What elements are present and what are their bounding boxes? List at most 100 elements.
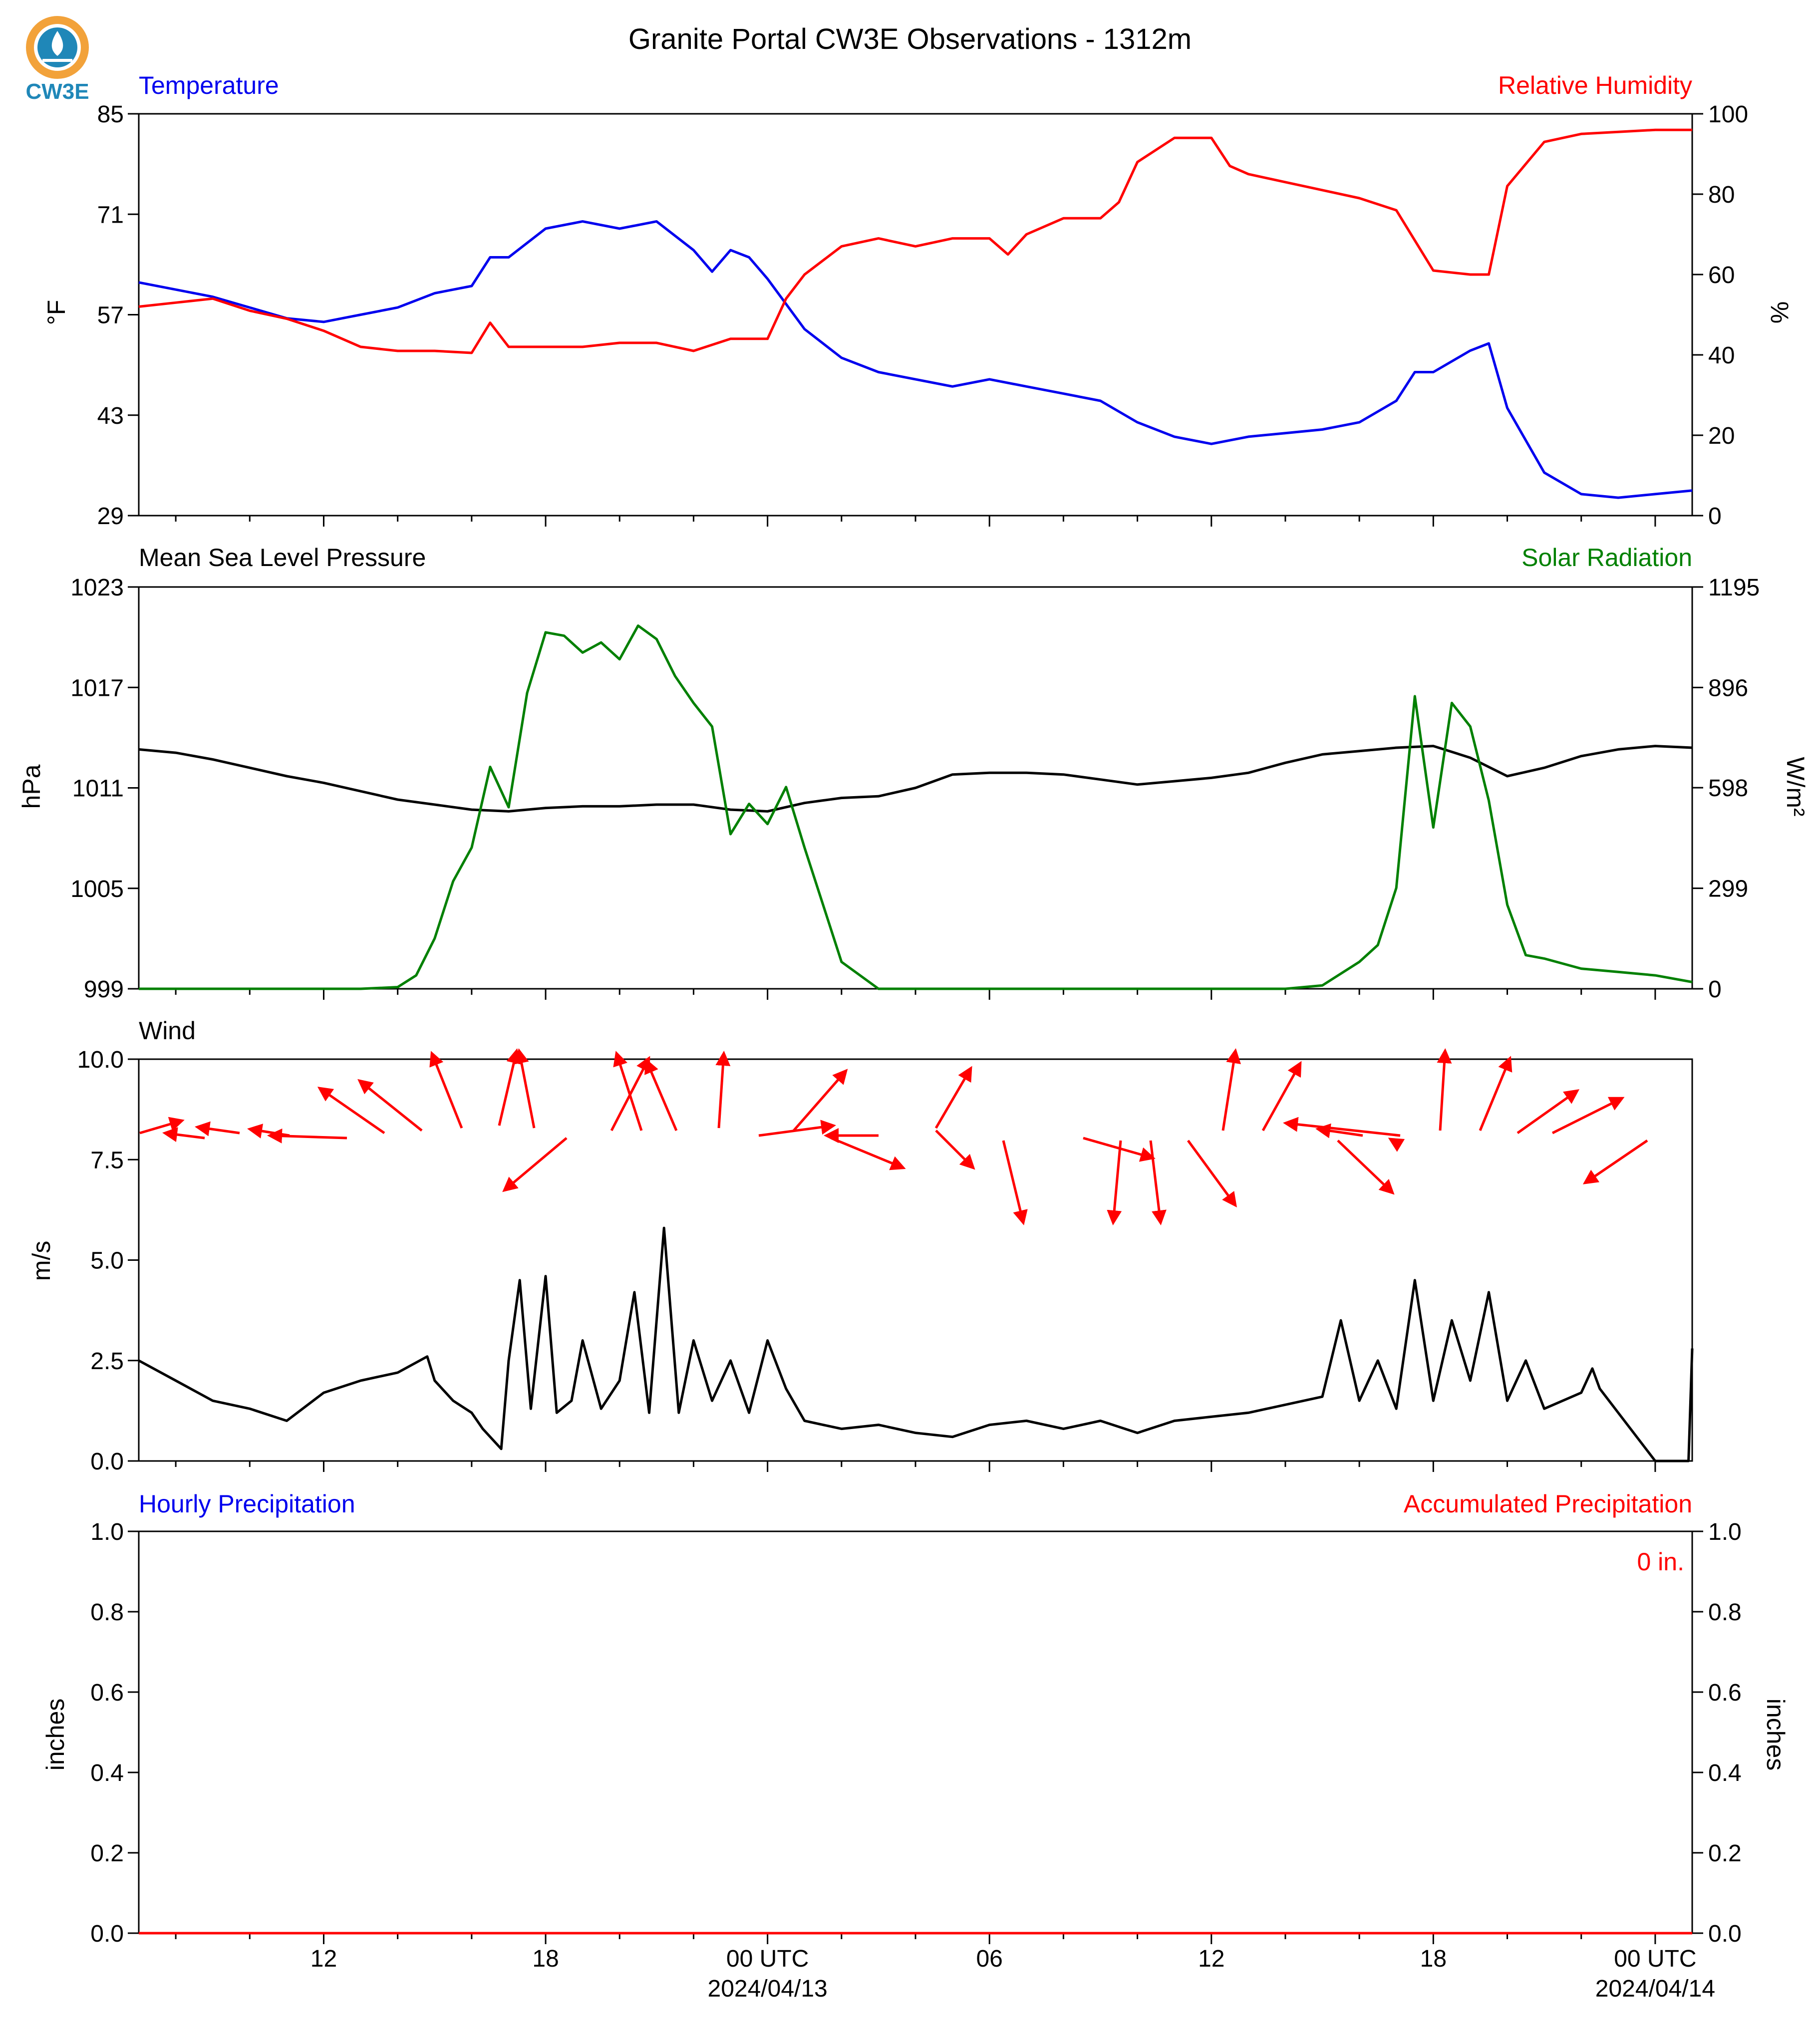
wind-direction-arrow (1337, 1140, 1395, 1195)
wind-title: Wind (139, 1017, 196, 1045)
x-axis-labels: 12 18 00 UTC 2024/04/13 06 12 18 00 UTC 2024/04/… (310, 1946, 1715, 2002)
solar-title: Solar Radiation (1521, 544, 1692, 572)
y-tick-label: 71 (97, 202, 124, 228)
series-line-1-0 (138, 745, 1693, 813)
x-tick-label: 12 (1198, 1946, 1224, 1972)
y-tick-label: 1011 (72, 776, 124, 802)
y2-tick-label: 0.2 (1708, 1840, 1742, 1867)
y2-tick-label: 0.6 (1708, 1680, 1742, 1706)
x-tick-label: 18 (1420, 1946, 1447, 1972)
wind-direction-arrow (758, 1120, 836, 1137)
logo-ring (26, 16, 89, 79)
y2-tick-label: 299 (1708, 876, 1748, 902)
x-tick-label: 00 UTC (1614, 1946, 1696, 1972)
y-tick-label: 0.0 (90, 1449, 124, 1475)
y-tick-label: 10.0 (77, 1047, 124, 1073)
panel-0-plot: 29 43 57 71 85 0 20 40 60 80 100 (97, 101, 1748, 530)
wind-direction-arrow (1479, 1056, 1513, 1131)
wind-direction-arrow (1388, 1138, 1405, 1152)
wind-ylabel: m/s (27, 1241, 55, 1281)
panel-1-plot: 999 1005 1011 1017 1023 0 299 598 896 1195 (70, 575, 1760, 1003)
panel-3-plot: 0.0 0.2 0.4 0.6 0.8 1.0 0.0 0.2 0.4 0.6 0.8 1.0 (90, 1519, 1741, 1947)
series-line-0-0 (138, 220, 1693, 499)
wind-direction-arrow (1437, 1048, 1452, 1131)
wind-direction-arrow (1315, 1123, 1363, 1139)
wind-direction-arrow (498, 1048, 521, 1126)
wind-direction-arrow (831, 1137, 906, 1170)
wind-direction-arrow (1002, 1140, 1028, 1225)
pressure-ylabel: hPa (17, 764, 45, 809)
y-tick-label: 57 (97, 302, 124, 329)
pressure-solar-panel: Mean Sea Level Pressure Solar Radiation … (17, 544, 1810, 1003)
wind-direction-arrow (195, 1121, 240, 1137)
logo-wave (42, 59, 72, 62)
wind-direction-arrow (1582, 1139, 1648, 1184)
y-tick-label: 29 (97, 503, 124, 530)
drop-icon (51, 31, 63, 56)
y2-tick-label: 20 (1708, 423, 1735, 449)
precip-y2label: inches (1762, 1699, 1790, 1771)
wind-direction-arrow (1149, 1140, 1167, 1225)
panel-2-plot: 0.0 2.5 5.0 7.5 10.0 (77, 1047, 1694, 1475)
y2-tick-label: 0 (1708, 503, 1722, 530)
y-tick-label: 0.4 (90, 1760, 124, 1786)
wind-direction-arrow (139, 1117, 185, 1135)
wind-panel: Wind m/s 0.0 2.5 5.0 7.5 10.0 (27, 1017, 1694, 1475)
x-date-label: 2024/04/14 (1595, 1976, 1715, 2002)
humidity-ylabel: % (1766, 301, 1794, 323)
y2-tick-label: 896 (1708, 675, 1748, 701)
wind-direction-arrow (1517, 1089, 1580, 1135)
series-line-0-1 (138, 128, 1692, 354)
accum-precip-title: Accumulated Precipitation (1404, 1490, 1692, 1518)
wind-direction-arrow (1551, 1097, 1625, 1135)
y-tick-label: 1.0 (90, 1519, 124, 1545)
wind-direction-arrow (357, 1079, 423, 1132)
wind-direction-arrow (1107, 1140, 1122, 1225)
wind-direction-arrow (793, 1069, 848, 1132)
wind-direction-arrow (934, 1066, 972, 1129)
y2-tick-label: 80 (1708, 182, 1735, 208)
temperature-ylabel: °F (42, 300, 70, 325)
y-tick-label: 1017 (70, 675, 124, 701)
x-tick-label: 18 (532, 1946, 559, 1972)
figure-title: Granite Portal CW3E Observations - 1312m (628, 23, 1192, 55)
y-tick-label: 0.6 (90, 1680, 124, 1706)
hourly-precip-title: Hourly Precipitation (139, 1490, 355, 1518)
wind-direction-arrow (1221, 1048, 1241, 1131)
y-tick-label: 1023 (70, 575, 124, 601)
wind-direction-arrow (317, 1087, 385, 1135)
wind-direction-arrow (429, 1051, 463, 1129)
wind-direction-arrow (644, 1058, 678, 1131)
wind-direction-arrow (502, 1137, 568, 1192)
precip-ylabel: inches (41, 1699, 69, 1771)
y-tick-label: 1005 (70, 876, 124, 902)
y2-tick-label: 1.0 (1708, 1519, 1742, 1545)
wind-direction-arrow (1083, 1137, 1156, 1162)
y-tick-label: 5.0 (90, 1248, 124, 1274)
y2-tick-label: 60 (1708, 262, 1735, 289)
wind-direction-arrow (162, 1127, 205, 1142)
wind-direction-arrow (1187, 1140, 1237, 1208)
precipitation-panel: Hourly Precipitation Accumulated Precipi… (41, 1490, 1790, 1947)
y2-tick-label: 0.4 (1708, 1760, 1742, 1786)
y-tick-label: 0.2 (90, 1840, 124, 1867)
y-tick-label: 85 (97, 101, 124, 128)
series-line-1-1 (139, 624, 1693, 990)
logo-text: CW3E (25, 79, 89, 104)
y-tick-label: 0.8 (90, 1599, 124, 1626)
accum-precip-annotation: 0 in. (1637, 1548, 1684, 1576)
wind-direction-arrow (514, 1048, 536, 1129)
temperature-title: Temperature (139, 71, 279, 99)
humidity-title: Relative Humidity (1498, 71, 1692, 99)
wind-direction-arrow (935, 1130, 975, 1170)
solar-ylabel: W/m² (1782, 757, 1810, 816)
x-date-label: 2024/04/13 (708, 1976, 828, 2002)
y2-tick-label: 1195 (1708, 575, 1760, 601)
y2-tick-label: 40 (1708, 342, 1735, 369)
y2-tick-label: 0 (1708, 976, 1722, 1003)
y-tick-label: 43 (97, 403, 124, 429)
wind-direction-arrow (1261, 1061, 1302, 1132)
wind-direction-arrow (613, 1051, 643, 1131)
